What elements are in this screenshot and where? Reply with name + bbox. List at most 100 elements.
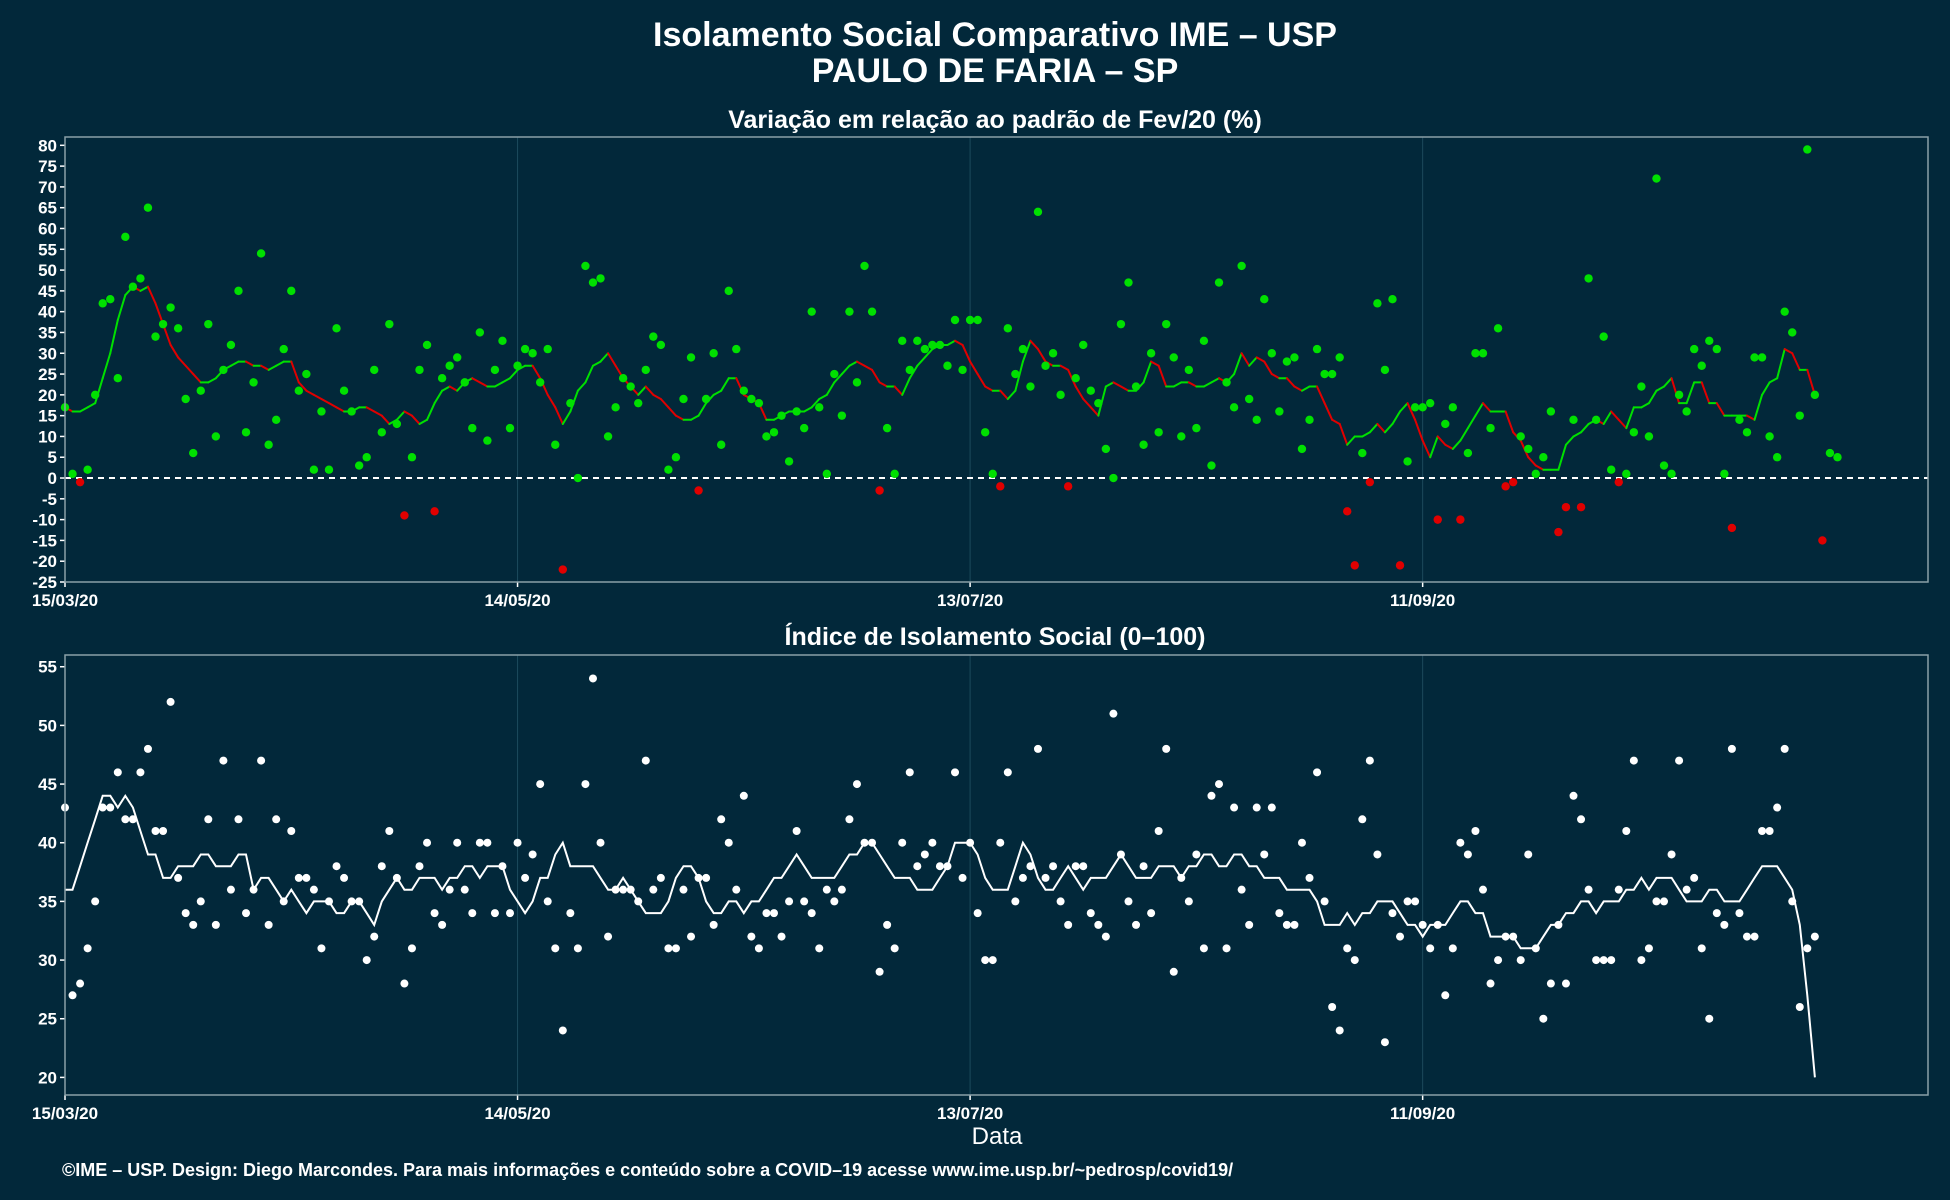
data-point (792, 827, 801, 835)
data-point (807, 909, 816, 918)
moving-average-segment (1761, 381, 1771, 396)
data-point (913, 336, 922, 345)
moving-average-segment (1399, 402, 1409, 413)
y-tick-label: 15 (38, 407, 57, 426)
data-point (1403, 897, 1412, 906)
data-point (234, 815, 243, 824)
data-point (656, 873, 665, 882)
data-point (762, 432, 771, 441)
data-point (1071, 374, 1080, 383)
data-point (1697, 944, 1706, 953)
data-point (671, 944, 680, 953)
data-point (1629, 756, 1638, 765)
moving-average-segment (1293, 385, 1303, 392)
data-point (1146, 349, 1156, 358)
data-point (1116, 850, 1125, 859)
data-point (1486, 423, 1495, 433)
data-point (1795, 1003, 1804, 1011)
x-tick-label: 14/05/20 (484, 1104, 550, 1123)
data-point (256, 249, 266, 258)
data-point (898, 838, 907, 847)
data-point (1524, 850, 1533, 859)
moving-average-segment (923, 348, 934, 359)
data-point (370, 365, 379, 375)
data-point (1486, 979, 1495, 988)
y-tick-label: 60 (38, 219, 57, 238)
panel2-moving-average (65, 793, 1816, 1078)
data-point (1177, 432, 1186, 441)
data-point (1682, 407, 1691, 416)
data-point (1803, 944, 1812, 953)
moving-average-segment (1285, 377, 1296, 388)
data-point (98, 803, 107, 812)
moving-average-segment (554, 406, 564, 425)
data-point (1252, 415, 1261, 425)
moving-average-segment (478, 381, 489, 388)
y-tick-label: 65 (38, 199, 57, 218)
data-point (566, 398, 575, 408)
moving-average-segment (893, 385, 904, 396)
data-point (1561, 979, 1570, 988)
y-tick-label: -15 (32, 531, 57, 550)
data-point (694, 873, 703, 882)
data-point (1833, 453, 1842, 462)
data-point (242, 909, 251, 918)
moving-average-segment (1655, 385, 1666, 392)
data-point (1388, 294, 1397, 304)
moving-average-segment (1082, 398, 1092, 409)
moving-average-segment (1414, 418, 1424, 442)
data-point (1018, 873, 1027, 882)
moving-average-segment (961, 343, 972, 363)
data-point (362, 956, 371, 965)
data-point (905, 768, 914, 777)
data-point (1290, 353, 1299, 362)
data-point (1003, 324, 1013, 333)
data-point (1433, 515, 1442, 524)
moving-average-segment (305, 389, 315, 396)
moving-average-segment (569, 389, 579, 413)
data-point (988, 469, 997, 479)
moving-average-segment (531, 364, 542, 380)
panel2-points (61, 674, 1819, 1047)
data-point (1539, 453, 1548, 462)
data-point (551, 440, 560, 449)
data-point (1516, 956, 1525, 965)
data-point (1690, 873, 1699, 882)
data-point (588, 674, 597, 683)
data-point (490, 909, 499, 918)
data-point (1788, 897, 1797, 906)
data-point (581, 261, 590, 271)
data-point (1373, 299, 1382, 308)
moving-average-segment (1006, 389, 1017, 401)
page-subtitle: PAULO DE FARIA – SP (812, 52, 1179, 90)
data-point (1048, 349, 1058, 358)
moving-average-segment (916, 356, 926, 367)
y-tick-label: 5 (48, 448, 57, 467)
data-point (1493, 324, 1503, 333)
moving-average-segment (1036, 348, 1047, 363)
moving-average-segment (1421, 439, 1432, 459)
y-tick-label: -20 (32, 552, 57, 571)
moving-average-segment (297, 381, 308, 392)
data-point (724, 286, 733, 296)
moving-average-segment (441, 385, 451, 392)
data-point (1275, 407, 1284, 416)
data-point (694, 486, 703, 495)
data-point (604, 932, 613, 941)
data-point (498, 336, 507, 345)
data-point (1327, 369, 1337, 379)
y-tick-label: 30 (38, 951, 57, 970)
data-point (1229, 403, 1239, 412)
panel2-y-ticks: 55 50 45 40 35 30 25 20 (38, 658, 65, 1087)
moving-average-segment (855, 360, 866, 367)
moving-average-segment (320, 398, 330, 405)
moving-average-segment (267, 364, 278, 371)
x-tick-label: 13/07/20 (937, 591, 1003, 610)
data-point (1576, 502, 1586, 512)
moving-average-segment (599, 352, 610, 363)
moving-average-segment (674, 414, 685, 421)
data-point (219, 756, 228, 765)
data-point (1154, 428, 1163, 437)
data-point (1215, 780, 1224, 789)
